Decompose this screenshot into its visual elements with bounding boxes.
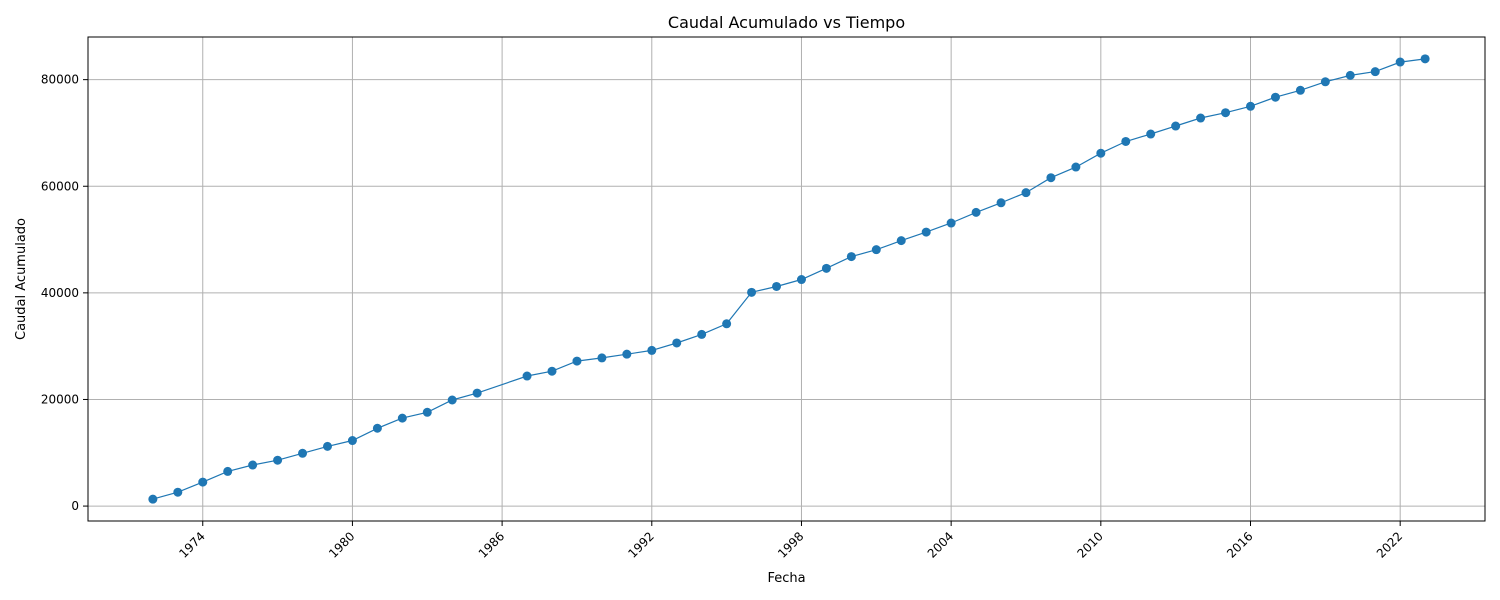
y-tick-label: 0 — [71, 499, 79, 513]
data-point — [1071, 162, 1081, 172]
data-point — [248, 460, 258, 470]
chart-title: Caudal Acumulado vs Tiempo — [668, 13, 905, 32]
data-point — [597, 353, 607, 363]
data-point — [223, 466, 233, 476]
x-tick-label: 1974 — [176, 529, 207, 560]
data-point — [273, 455, 283, 465]
data-point — [1320, 77, 1330, 87]
data-point — [722, 319, 732, 329]
data-point — [298, 448, 308, 458]
data-point — [921, 227, 931, 237]
data-point — [1246, 101, 1256, 111]
data-point — [372, 423, 382, 433]
data-point — [846, 252, 856, 262]
data-point — [397, 413, 407, 423]
data-point — [1270, 92, 1280, 102]
data-point — [198, 477, 208, 487]
plot-frame — [87, 36, 1486, 522]
x-axis-label: Fecha — [767, 571, 805, 586]
y-tick-label: 40000 — [41, 286, 79, 300]
x-tick-label: 1980 — [326, 529, 357, 560]
data-point — [796, 275, 806, 285]
data-point — [697, 329, 707, 339]
data-point — [1021, 188, 1031, 198]
data-point — [821, 263, 831, 273]
x-tick-label: 1986 — [476, 529, 507, 560]
data-point — [871, 245, 881, 255]
x-tick-label: 2022 — [1374, 529, 1405, 560]
data-point — [672, 338, 682, 348]
data-point — [148, 494, 158, 504]
data-point — [996, 198, 1006, 208]
data-point — [971, 207, 981, 217]
data-point — [622, 349, 632, 359]
data-point — [647, 345, 657, 355]
data-point — [1345, 70, 1355, 80]
data-point — [472, 388, 482, 398]
y-tick-label: 60000 — [41, 179, 79, 193]
x-tick-label: 1992 — [625, 529, 656, 560]
data-point — [772, 281, 782, 291]
data-point — [1171, 121, 1181, 131]
x-axis: 1974 1980 1986 1992 1998 2004 2010 2016 2022 — [176, 521, 1405, 561]
data-point — [896, 236, 906, 246]
series — [148, 54, 1430, 504]
data-point — [447, 395, 457, 405]
data-point — [747, 287, 757, 297]
grid — [88, 37, 1485, 521]
y-tick-label: 80000 — [41, 73, 79, 87]
data-point — [1121, 136, 1131, 146]
y-axis: 0 20000 40000 60000 80000 — [41, 73, 88, 513]
data-point — [1046, 173, 1056, 183]
data-point — [547, 366, 557, 376]
data-point — [422, 407, 432, 417]
data-point — [1196, 113, 1206, 123]
y-axis-label: Caudal Acumulado — [14, 218, 29, 340]
data-point — [1221, 108, 1231, 118]
x-tick-label: 2016 — [1224, 529, 1255, 560]
data-point — [1146, 129, 1156, 139]
data-point — [1096, 148, 1106, 158]
series-line — [152, 58, 1426, 500]
data-point — [572, 356, 582, 366]
data-point — [322, 441, 332, 451]
y-tick-label: 20000 — [41, 392, 79, 406]
data-point — [173, 487, 183, 497]
data-point — [347, 436, 357, 446]
data-point — [1370, 67, 1380, 77]
data-point — [1395, 57, 1405, 67]
data-point — [946, 218, 956, 228]
data-point — [522, 371, 532, 381]
x-tick-label: 2010 — [1074, 529, 1105, 560]
x-tick-label: 2004 — [925, 529, 956, 560]
x-tick-label: 1998 — [775, 529, 806, 560]
data-point — [1295, 85, 1305, 95]
data-point — [1420, 54, 1430, 64]
